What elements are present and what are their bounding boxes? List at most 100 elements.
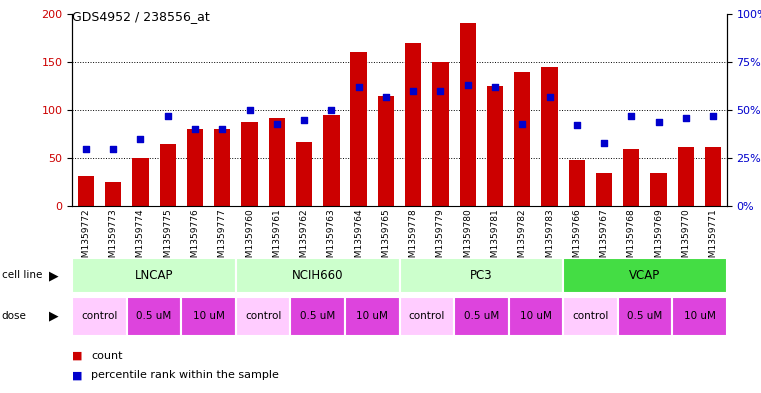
Bar bbox=[432, 62, 449, 206]
Text: NCIH660: NCIH660 bbox=[292, 269, 343, 282]
Bar bbox=[563, 258, 727, 293]
Point bbox=[652, 118, 664, 125]
Text: cell line: cell line bbox=[2, 270, 42, 281]
Point bbox=[435, 88, 447, 94]
Text: control: control bbox=[81, 311, 118, 321]
Bar bbox=[705, 147, 721, 206]
Point bbox=[516, 120, 528, 127]
Bar bbox=[236, 297, 291, 336]
Bar bbox=[400, 258, 563, 293]
Bar bbox=[296, 142, 312, 206]
Bar bbox=[236, 258, 400, 293]
Text: GSM1359776: GSM1359776 bbox=[190, 208, 199, 269]
Point bbox=[571, 122, 583, 129]
Point bbox=[462, 82, 474, 88]
Text: 10 uM: 10 uM bbox=[683, 311, 715, 321]
Text: dose: dose bbox=[2, 311, 27, 321]
Text: GSM1359782: GSM1359782 bbox=[517, 208, 527, 269]
Bar bbox=[672, 297, 727, 336]
Bar bbox=[78, 176, 94, 206]
Bar bbox=[241, 121, 258, 206]
Bar bbox=[623, 149, 639, 206]
Bar bbox=[596, 173, 613, 206]
Point bbox=[680, 115, 692, 121]
Bar bbox=[563, 297, 618, 336]
Bar bbox=[269, 118, 285, 206]
Text: ■: ■ bbox=[72, 370, 83, 380]
Bar bbox=[127, 297, 181, 336]
Text: GSM1359772: GSM1359772 bbox=[81, 208, 91, 269]
Text: control: control bbox=[409, 311, 445, 321]
Text: GSM1359770: GSM1359770 bbox=[681, 208, 690, 269]
Bar bbox=[187, 129, 203, 206]
Text: GSM1359783: GSM1359783 bbox=[545, 208, 554, 269]
Text: GSM1359768: GSM1359768 bbox=[627, 208, 635, 269]
Text: VCAP: VCAP bbox=[629, 269, 661, 282]
Point bbox=[407, 88, 419, 94]
Bar bbox=[72, 297, 127, 336]
Point bbox=[135, 136, 147, 142]
Bar bbox=[351, 52, 367, 206]
Text: control: control bbox=[245, 311, 282, 321]
Text: GSM1359764: GSM1359764 bbox=[354, 208, 363, 269]
Text: GSM1359760: GSM1359760 bbox=[245, 208, 254, 269]
Text: LNCAP: LNCAP bbox=[135, 269, 174, 282]
Bar bbox=[460, 24, 476, 206]
Point bbox=[380, 94, 392, 100]
Text: ▶: ▶ bbox=[49, 269, 59, 282]
Text: GSM1359762: GSM1359762 bbox=[300, 208, 308, 269]
Text: GSM1359777: GSM1359777 bbox=[218, 208, 227, 269]
Point bbox=[189, 126, 201, 132]
Text: ■: ■ bbox=[72, 351, 83, 361]
Bar bbox=[291, 297, 345, 336]
Bar bbox=[508, 297, 563, 336]
Text: 10 uM: 10 uM bbox=[193, 311, 224, 321]
Point bbox=[244, 107, 256, 113]
Point bbox=[626, 113, 638, 119]
Point bbox=[271, 120, 283, 127]
Bar bbox=[181, 297, 236, 336]
Point bbox=[216, 126, 228, 132]
Point bbox=[325, 107, 337, 113]
Bar bbox=[454, 297, 508, 336]
Text: GSM1359775: GSM1359775 bbox=[164, 208, 172, 269]
Point bbox=[543, 94, 556, 100]
Bar bbox=[678, 147, 694, 206]
Text: GSM1359780: GSM1359780 bbox=[463, 208, 472, 269]
Bar bbox=[400, 297, 454, 336]
Bar bbox=[568, 160, 585, 206]
Bar bbox=[541, 67, 558, 206]
Text: GSM1359779: GSM1359779 bbox=[436, 208, 445, 269]
Text: 10 uM: 10 uM bbox=[520, 311, 552, 321]
Text: 0.5 uM: 0.5 uM bbox=[300, 311, 336, 321]
Text: 0.5 uM: 0.5 uM bbox=[463, 311, 499, 321]
Text: PC3: PC3 bbox=[470, 269, 492, 282]
Bar bbox=[405, 42, 422, 206]
Text: GDS4952 / 238556_at: GDS4952 / 238556_at bbox=[72, 10, 210, 23]
Text: GSM1359766: GSM1359766 bbox=[572, 208, 581, 269]
Bar bbox=[345, 297, 400, 336]
Text: GSM1359774: GSM1359774 bbox=[136, 208, 145, 269]
Point bbox=[489, 84, 501, 90]
Bar bbox=[72, 258, 236, 293]
Point bbox=[352, 84, 365, 90]
Bar bbox=[618, 297, 672, 336]
Bar bbox=[514, 72, 530, 206]
Text: GSM1359781: GSM1359781 bbox=[491, 208, 499, 269]
Text: 0.5 uM: 0.5 uM bbox=[136, 311, 172, 321]
Bar bbox=[214, 129, 231, 206]
Text: GSM1359765: GSM1359765 bbox=[381, 208, 390, 269]
Bar bbox=[487, 86, 503, 206]
Point bbox=[80, 145, 92, 152]
Text: 10 uM: 10 uM bbox=[356, 311, 388, 321]
Point bbox=[107, 145, 119, 152]
Bar bbox=[132, 158, 148, 206]
Bar bbox=[651, 173, 667, 206]
Text: GSM1359763: GSM1359763 bbox=[327, 208, 336, 269]
Bar bbox=[323, 115, 339, 206]
Text: control: control bbox=[572, 311, 609, 321]
Text: GSM1359767: GSM1359767 bbox=[600, 208, 609, 269]
Text: GSM1359771: GSM1359771 bbox=[708, 208, 718, 269]
Text: count: count bbox=[91, 351, 123, 361]
Text: GSM1359778: GSM1359778 bbox=[409, 208, 418, 269]
